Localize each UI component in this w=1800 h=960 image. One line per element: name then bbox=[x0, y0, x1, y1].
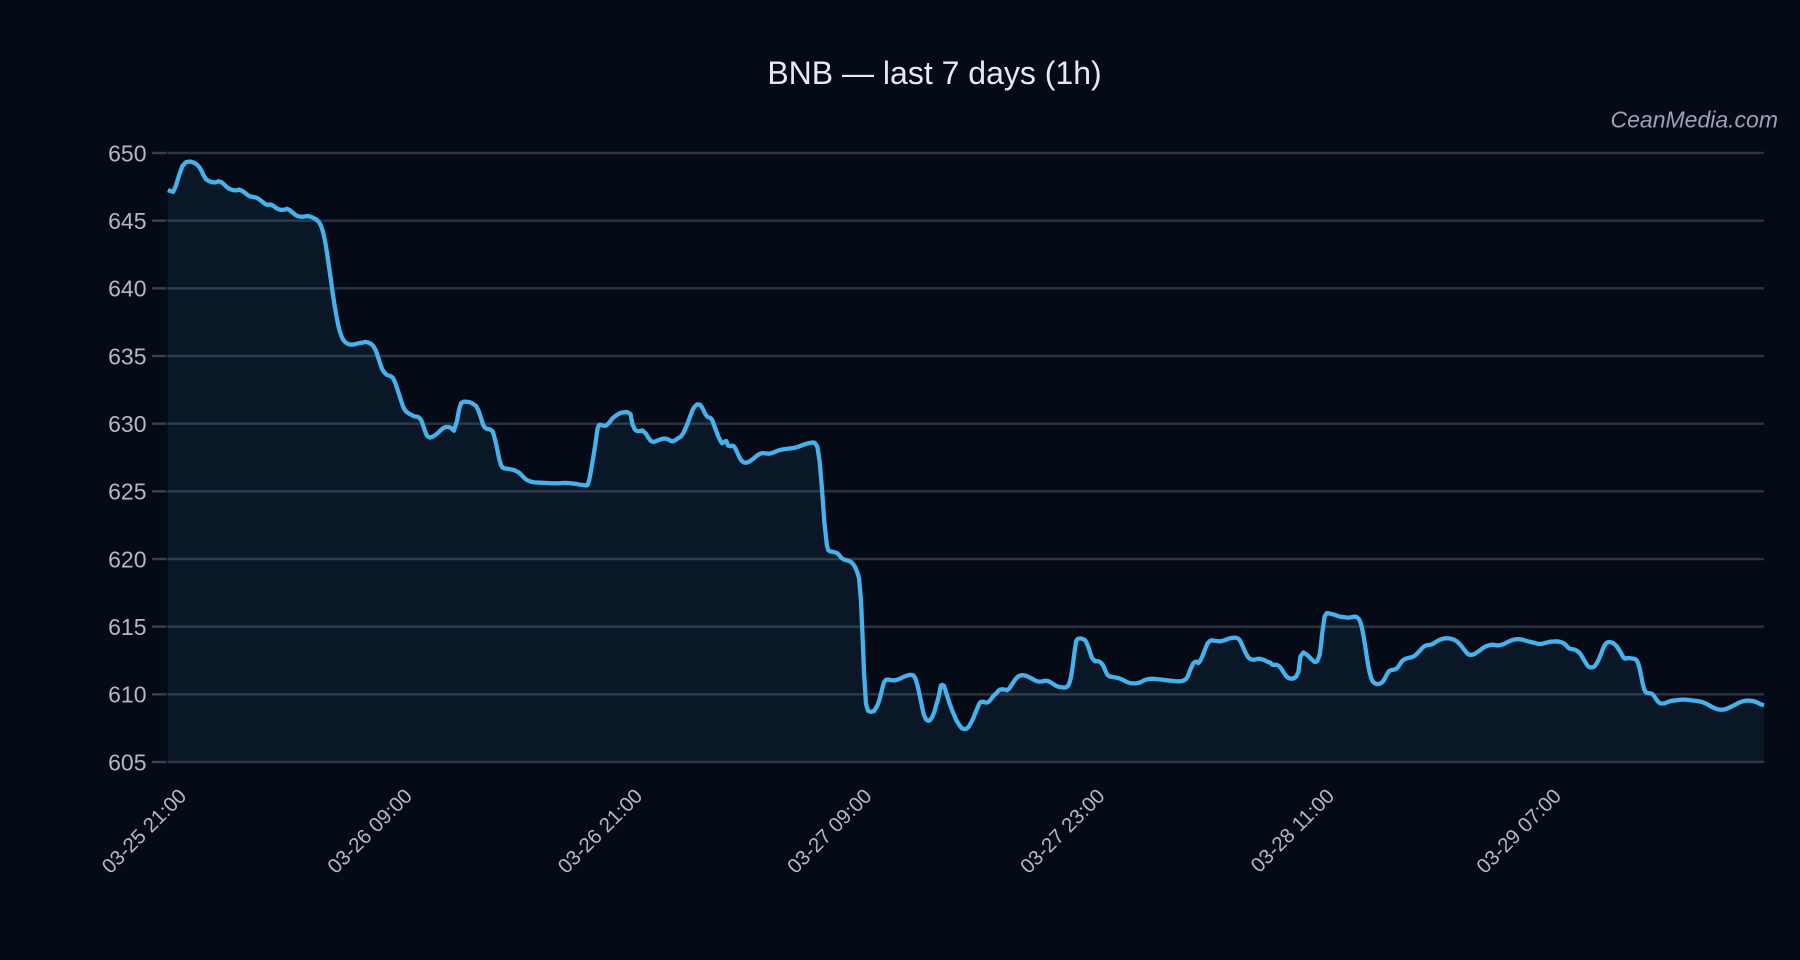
svg-text:610: 610 bbox=[108, 682, 146, 708]
svg-text:630: 630 bbox=[108, 411, 146, 437]
svg-text:635: 635 bbox=[108, 343, 146, 369]
svg-text:BNB — last 7 days (1h): BNB — last 7 days (1h) bbox=[767, 55, 1101, 91]
svg-text:615: 615 bbox=[108, 614, 146, 640]
svg-text:605: 605 bbox=[108, 749, 146, 775]
svg-text:640: 640 bbox=[108, 276, 146, 302]
svg-text:650: 650 bbox=[108, 140, 146, 166]
svg-text:625: 625 bbox=[108, 479, 146, 505]
svg-text:CeanMedia.com: CeanMedia.com bbox=[1611, 107, 1778, 133]
svg-text:645: 645 bbox=[108, 208, 146, 234]
svg-text:620: 620 bbox=[108, 546, 146, 572]
